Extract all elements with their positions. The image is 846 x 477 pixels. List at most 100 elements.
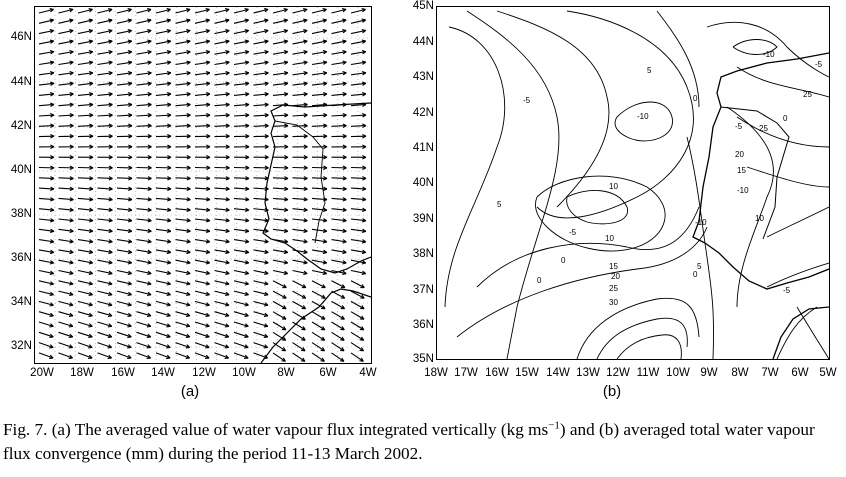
flux-vector [38,197,55,202]
flux-vector [97,249,113,255]
flux-vector [233,352,249,359]
flux-vector [272,228,289,234]
flux-vector [253,134,269,139]
flux-vector [214,197,230,202]
contour-line [686,136,714,359]
flux-vector [253,300,269,307]
flux-vector [331,207,347,213]
flux-vector [38,102,55,107]
flux-vector [272,81,289,86]
contour-label: -5 [523,96,531,105]
flux-vector [214,311,230,318]
flux-vector [175,269,191,276]
flux-vector [97,134,113,139]
flux-vector [155,239,172,244]
flux-vector [155,352,171,359]
flux-vector [233,218,250,223]
flux-vector [194,321,210,328]
flux-vector [253,280,269,286]
flux-vector [77,102,94,107]
flux-vector [331,228,347,234]
flux-vector [350,300,365,310]
flux-vector [194,186,211,192]
contour-label: -10 [737,186,749,195]
flux-vector [58,29,74,35]
flux-vector [253,18,269,24]
contour-label: 0 [537,276,542,285]
flux-vector [292,50,308,55]
flux-vector [233,50,250,55]
y-tick-label: 38N [412,248,434,260]
contour-label: -10 [637,112,649,121]
flux-vector [194,50,211,55]
flux-vector [311,290,326,299]
flux-vector [136,123,152,128]
flux-vector [311,331,326,341]
flux-vector [58,197,74,202]
flux-vector [194,311,210,318]
caption-text-2: ) and (b) averaged total water vapour fl… [3,420,815,463]
flux-vector [116,102,133,107]
flux-vector [272,197,289,202]
vapour-flux-vector-map [34,6,372,364]
flux-vector [233,39,250,45]
flux-vector [155,81,172,86]
flux-vector [97,71,113,76]
flux-vector [233,290,249,297]
flux-vector [233,8,249,14]
flux-vector [272,176,289,181]
flux-vector [253,269,269,276]
flux-vector [77,280,93,286]
flux-vector [350,176,367,181]
flux-vector [116,18,132,24]
flux-vector [77,81,94,86]
panel-b-label: (b) [602,383,622,400]
flux-vector [58,176,74,181]
flux-vector [38,280,54,286]
flux-vector [175,259,191,265]
flux-vector [97,259,113,265]
flux-vector [331,81,347,86]
flux-vector [214,342,230,349]
flux-vector [175,249,191,255]
flux-vector [136,300,152,307]
flux-vector [58,259,74,265]
flux-vector [38,144,55,150]
flux-vector [58,321,74,328]
flux-vector [194,113,211,118]
flux-vector [311,92,328,97]
flux-vector [292,269,308,276]
flux-vector [253,321,269,328]
flux-vector [136,60,152,66]
flux-vector [38,134,55,139]
flux-vector [175,92,191,97]
y-tick-label: 40N [412,177,434,189]
flux-vector [311,144,328,150]
contour-label: -5 [783,286,791,295]
flux-vector [233,155,250,160]
flux-vector [272,71,289,76]
flux-vector [214,186,230,192]
flux-vector [292,8,308,14]
flux-vector [331,280,346,289]
flux-vector [77,290,93,297]
flux-vector [116,39,133,45]
contour-line [776,306,818,359]
flux-vector [272,249,289,255]
flux-vector [58,300,74,307]
flux-vector [311,239,328,244]
flux-vector [77,71,94,76]
contour-line [796,306,829,359]
contour-label: 10 [605,234,614,243]
flux-vector [175,155,191,160]
flux-vector [214,113,230,118]
flux-vector [233,102,250,107]
flux-vector [233,300,249,307]
flux-vector [233,207,250,213]
flux-vector [38,290,54,297]
flux-vector [155,29,172,35]
flux-vector [253,342,269,349]
flux-vector [214,144,230,150]
flux-vector [58,228,74,234]
flux-vector [136,50,152,55]
